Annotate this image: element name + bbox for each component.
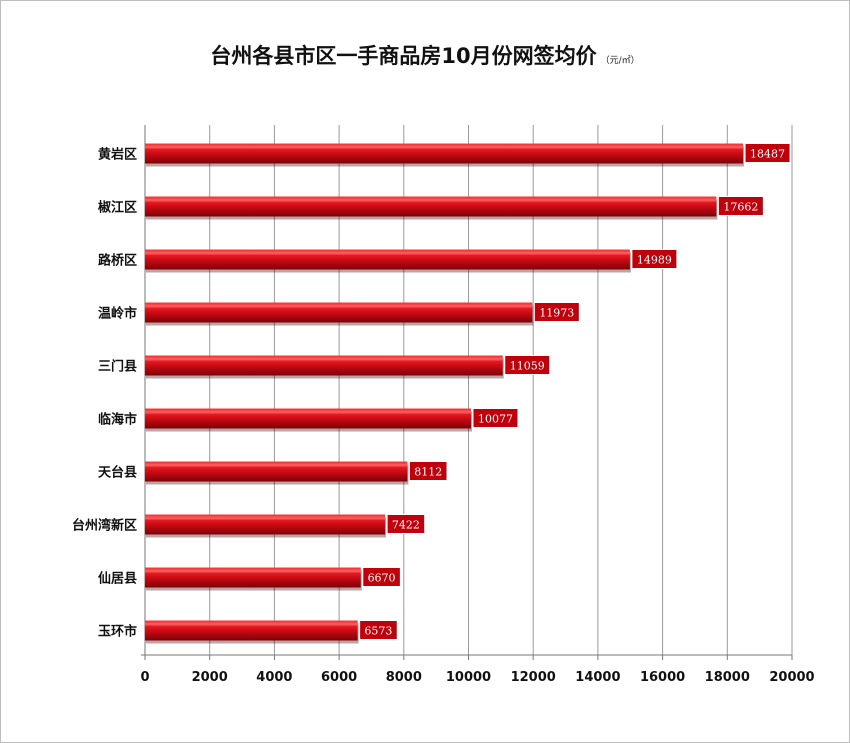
bar-highlight [145, 516, 386, 520]
x-tick-label: 8000 [386, 670, 422, 685]
value-label: 17662 [723, 201, 758, 214]
category-label: 台州湾新区 [72, 518, 137, 534]
x-tick-label: 16000 [640, 670, 685, 685]
category-label: 玉环市 [98, 624, 137, 640]
bar-highlight [145, 145, 744, 149]
bar-highlight [145, 410, 471, 414]
x-tick-label: 10000 [446, 670, 491, 685]
value-label-box [631, 249, 678, 269]
value-label: 18487 [750, 148, 785, 161]
value-label-box [408, 461, 448, 481]
bar-highlight [145, 357, 503, 361]
value-label-box [472, 408, 519, 428]
bar-highlight [145, 569, 361, 573]
value-label: 7422 [392, 519, 420, 532]
label-layer: 黄岩区 18487 椒江区 17662 路桥区 14989 温岭市 11973 三门县 11059… [72, 143, 791, 640]
value-label-box [386, 514, 426, 534]
x-tick-label: 18000 [705, 670, 750, 685]
value-label: 11973 [539, 307, 574, 320]
category-label: 温岭市 [98, 306, 137, 322]
bar-highlight [145, 622, 358, 626]
bar-highlight [145, 198, 717, 202]
category-label: 临海市 [98, 412, 137, 428]
x-tick-label: 4000 [256, 670, 292, 685]
category-label: 椒江区 [98, 200, 137, 216]
category-label: 黄岩区 [98, 147, 137, 163]
x-tick-label: 2000 [192, 670, 228, 685]
x-tick-label: 6000 [321, 670, 357, 685]
value-label-box [359, 620, 398, 640]
x-tick-label: 14000 [575, 670, 620, 685]
chart-title-wrap: 台州各县市区一手商品房10月份网签均价 （元/㎡） [0, 40, 850, 70]
value-label-box [533, 302, 580, 322]
value-label: 8112 [414, 466, 442, 479]
bar-highlight [145, 304, 533, 308]
value-label: 6573 [364, 625, 392, 638]
bar-layer [145, 143, 745, 644]
x-tick-label: 0 [140, 670, 149, 685]
value-label-box [717, 196, 764, 216]
bar-highlight [145, 463, 408, 467]
value-label: 11059 [510, 360, 545, 373]
category-label: 路桥区 [98, 253, 137, 269]
value-label: 14989 [637, 254, 672, 267]
x-tick-label: 20000 [769, 670, 814, 685]
chart-unit: （元/㎡） [600, 56, 640, 66]
value-label-box [362, 567, 401, 587]
value-label: 6670 [368, 572, 396, 585]
x-tick-label: 12000 [511, 670, 556, 685]
chart-title: 台州各县市区一手商品房10月份网签均价 [210, 44, 597, 68]
bar-highlight [145, 251, 630, 255]
value-label-box [504, 355, 551, 375]
category-label: 仙居县 [98, 571, 137, 587]
value-label-box [744, 143, 791, 163]
value-label: 10077 [478, 413, 513, 426]
category-label: 三门县 [98, 359, 137, 375]
category-label: 天台县 [98, 465, 137, 481]
